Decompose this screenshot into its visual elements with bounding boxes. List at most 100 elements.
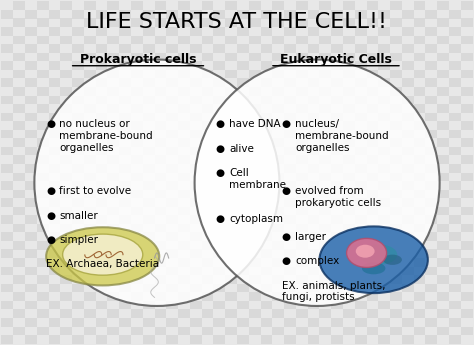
Bar — [438, 138, 449, 147]
Bar — [213, 61, 225, 70]
Bar — [390, 155, 402, 164]
Bar — [355, 112, 366, 121]
Bar — [343, 172, 355, 181]
Bar — [249, 326, 261, 335]
Bar — [249, 104, 261, 112]
Bar — [319, 241, 331, 249]
Bar — [108, 224, 119, 233]
Bar — [331, 233, 343, 241]
Bar — [213, 233, 225, 241]
Bar — [36, 121, 48, 130]
Bar — [414, 36, 426, 44]
Bar — [213, 147, 225, 155]
Bar — [72, 335, 84, 344]
Bar — [390, 275, 402, 284]
Bar — [72, 181, 84, 190]
Bar — [72, 44, 84, 53]
Bar — [296, 224, 308, 233]
Bar — [155, 326, 166, 335]
Bar — [343, 326, 355, 335]
Bar — [402, 318, 414, 326]
Bar — [190, 267, 201, 275]
Bar — [13, 190, 25, 198]
Bar — [178, 326, 190, 335]
Bar — [190, 249, 201, 258]
Bar — [237, 78, 249, 87]
Bar — [60, 121, 72, 130]
Bar — [225, 326, 237, 335]
Bar — [178, 19, 190, 27]
Bar — [213, 267, 225, 275]
Bar — [36, 241, 48, 249]
Bar — [449, 164, 461, 172]
Bar — [355, 284, 366, 292]
Text: first to evolve: first to evolve — [59, 186, 131, 196]
Bar — [366, 1, 378, 10]
Bar — [119, 130, 131, 138]
Bar — [319, 155, 331, 164]
Bar — [178, 190, 190, 198]
Bar — [178, 87, 190, 96]
Bar — [426, 181, 438, 190]
Bar — [48, 61, 60, 70]
Bar — [249, 224, 261, 233]
Bar — [449, 44, 461, 53]
Bar — [378, 147, 390, 155]
Bar — [237, 284, 249, 292]
Bar — [319, 292, 331, 301]
Bar — [178, 241, 190, 249]
Bar — [284, 147, 296, 155]
Bar — [366, 87, 378, 96]
Bar — [390, 258, 402, 267]
Bar — [190, 147, 201, 155]
Text: alive: alive — [229, 144, 254, 154]
Bar — [1, 27, 13, 36]
Bar — [261, 249, 273, 258]
Bar — [449, 249, 461, 258]
Bar — [296, 121, 308, 130]
Bar — [331, 267, 343, 275]
Bar — [225, 207, 237, 215]
Bar — [366, 36, 378, 44]
Bar — [308, 284, 319, 292]
Ellipse shape — [383, 255, 402, 265]
Bar — [190, 164, 201, 172]
Bar — [378, 61, 390, 70]
Bar — [48, 181, 60, 190]
Bar — [319, 104, 331, 112]
Bar — [84, 36, 96, 44]
Bar — [108, 36, 119, 44]
Text: LIFE STARTS AT THE CELL!!: LIFE STARTS AT THE CELL!! — [86, 12, 388, 32]
Bar — [84, 138, 96, 147]
Bar — [273, 87, 284, 96]
Bar — [13, 53, 25, 61]
Bar — [449, 233, 461, 241]
Bar — [426, 249, 438, 258]
Bar — [190, 112, 201, 121]
Bar — [284, 61, 296, 70]
Bar — [60, 104, 72, 112]
Bar — [284, 284, 296, 292]
Bar — [166, 164, 178, 172]
Bar — [296, 292, 308, 301]
Bar — [166, 27, 178, 36]
Bar — [25, 27, 36, 36]
Bar — [319, 275, 331, 284]
Bar — [449, 284, 461, 292]
Bar — [331, 44, 343, 53]
Bar — [284, 335, 296, 344]
Bar — [366, 224, 378, 233]
Bar — [143, 284, 155, 292]
Bar — [201, 190, 213, 198]
Bar — [426, 147, 438, 155]
Bar — [273, 326, 284, 335]
Bar — [25, 301, 36, 309]
Bar — [296, 138, 308, 147]
Bar — [261, 181, 273, 190]
Text: ●: ● — [282, 186, 291, 196]
Bar — [438, 19, 449, 27]
Bar — [308, 44, 319, 53]
Bar — [343, 224, 355, 233]
Bar — [331, 27, 343, 36]
Bar — [273, 19, 284, 27]
